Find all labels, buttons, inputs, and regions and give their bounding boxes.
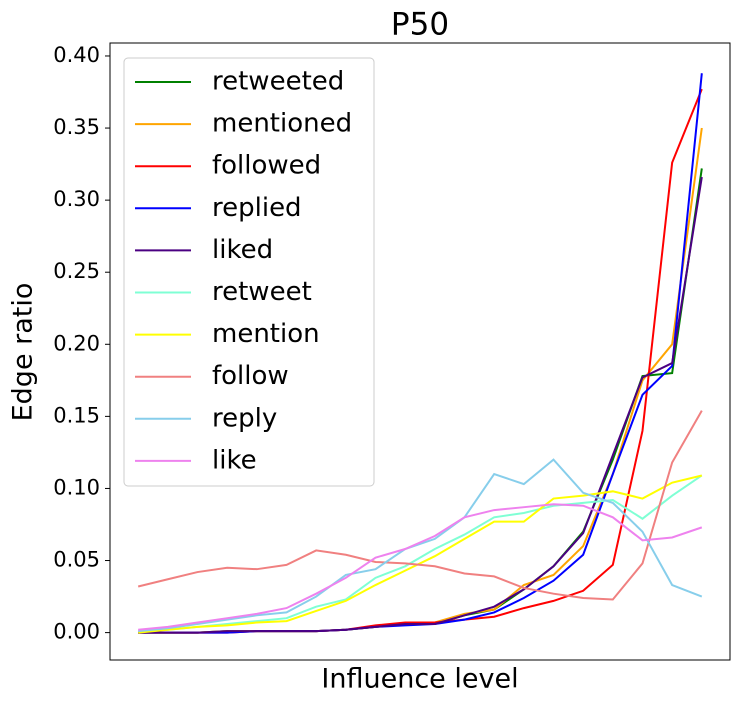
y-tick-label: 0.10	[53, 475, 100, 499]
y-tick-label: 0.40	[53, 43, 100, 67]
legend-label: followed	[212, 151, 321, 181]
series-line	[138, 503, 703, 631]
y-tick-label: 0.25	[53, 259, 100, 283]
series-line	[138, 458, 703, 633]
legend-label: mentioned	[212, 109, 352, 139]
series-line	[137, 410, 703, 601]
series-line	[138, 474, 703, 634]
y-tick-label: 0.35	[53, 115, 100, 139]
chart-title: P50	[391, 7, 449, 43]
legend-label: mention	[212, 319, 320, 349]
legend-label: reply	[212, 403, 277, 433]
legend-box	[123, 57, 375, 487]
y-tick-label: 0.05	[53, 548, 100, 572]
legend: retweeted mentioned followed replied liked re…	[123, 57, 375, 487]
x-axis-label: Influence level	[321, 664, 518, 695]
plot-frame	[109, 42, 731, 661]
y-tick-label: 0.00	[53, 620, 100, 644]
legend-label: like	[212, 445, 257, 475]
y-tick-label: 0.15	[53, 403, 100, 427]
legend-label: retweeted	[212, 67, 344, 97]
legend-label: replied	[212, 193, 302, 223]
y-tick-label: 0.20	[53, 331, 100, 355]
legend-label: retweet	[212, 277, 312, 307]
legend-label: follow	[212, 361, 289, 391]
y-axis-label: Edge ratio	[8, 283, 39, 422]
series-line	[138, 474, 703, 633]
series-line	[138, 176, 703, 634]
legend-label: liked	[212, 235, 273, 265]
y-tick-label: 0.30	[53, 187, 100, 211]
